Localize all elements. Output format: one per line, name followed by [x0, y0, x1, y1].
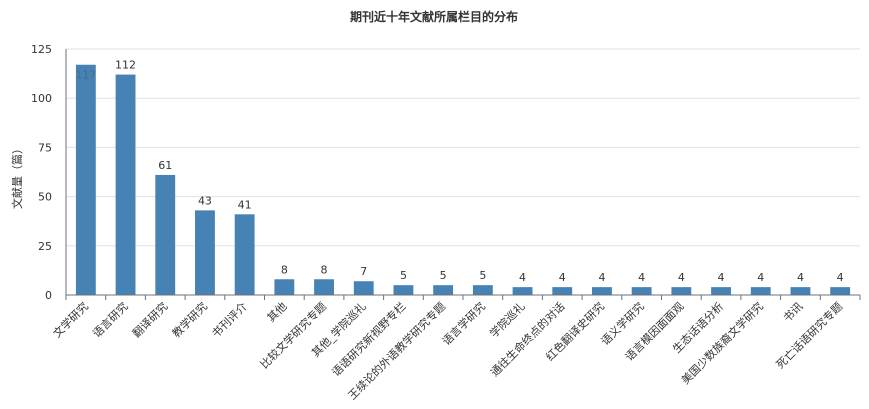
- bar-value-label: 5: [400, 269, 407, 282]
- bar: [472, 285, 493, 295]
- bar: [711, 287, 731, 295]
- x-category-label: 学院巡礼: [487, 299, 528, 340]
- chart-title: 期刊近十年文献所属栏目的分布: [350, 9, 518, 24]
- bar: [234, 214, 255, 295]
- bar: [393, 285, 414, 295]
- bar: [592, 287, 612, 295]
- bar: [433, 285, 454, 295]
- bar: [830, 287, 851, 295]
- bar: [115, 74, 136, 295]
- bar: [353, 281, 374, 295]
- bar-value-label: 8: [321, 263, 328, 276]
- y-tick-label: 0: [45, 289, 52, 302]
- bar-value-label: 4: [718, 271, 725, 284]
- x-category-label: 死亡话语研究专题: [773, 299, 845, 371]
- bar-value-label: 4: [638, 271, 645, 284]
- grid-lines: [66, 48, 860, 247]
- x-category-label: 语言研究: [90, 299, 131, 340]
- bars: [75, 64, 851, 295]
- bar: [671, 287, 692, 295]
- bar-value-label: 5: [440, 269, 447, 282]
- x-category-label: 翻译研究: [129, 299, 170, 340]
- y-tick-label: 100: [31, 92, 52, 105]
- bar-value-label: 4: [837, 271, 844, 284]
- bar-value-label: 8: [281, 263, 288, 276]
- axes: [65, 49, 861, 300]
- bar-value-label: 7: [360, 265, 367, 278]
- bar-value-label: 4: [559, 271, 566, 284]
- x-category-label: 书刊评介: [209, 300, 249, 340]
- x-category-label: 其他: [265, 300, 290, 325]
- bar: [274, 279, 295, 295]
- bar: [790, 287, 811, 295]
- x-category-label: 通往生命终点的对话: [487, 299, 567, 379]
- y-tick-label: 125: [31, 43, 52, 56]
- labels: 0255075100125117文学研究112语言研究61翻译研究43教学研究4…: [31, 43, 845, 402]
- bar: [750, 287, 771, 295]
- bar-value-label: 43: [198, 194, 212, 207]
- y-tick-label: 25: [38, 240, 52, 253]
- y-tick-label: 50: [38, 191, 52, 204]
- x-category-label: 教学研究: [169, 299, 210, 340]
- bar: [552, 287, 573, 295]
- x-category-label: 书讯: [781, 300, 806, 325]
- bar: [75, 64, 96, 295]
- bar-value-label: 4: [757, 271, 764, 284]
- bar-value-label: 4: [678, 271, 685, 284]
- bar: [512, 287, 533, 295]
- bar: [314, 279, 334, 295]
- x-category-label: 比较文学研究专题: [257, 299, 329, 371]
- bar-value-label: 4: [797, 271, 804, 284]
- bar-value-label: 4: [519, 271, 526, 284]
- bar: [155, 174, 176, 295]
- x-category-label: 语言学研究: [439, 299, 488, 348]
- x-category-label: 文学研究: [50, 299, 91, 340]
- y-axis-label: 文献量（篇）: [10, 143, 24, 209]
- y-tick-label: 75: [38, 141, 52, 154]
- bar: [631, 287, 652, 295]
- bar-value-label: 112: [115, 59, 136, 72]
- bar-value-label: 61: [158, 159, 172, 172]
- x-category-label: 语语研究新视野专栏: [329, 299, 409, 379]
- bar-value-label: 5: [479, 269, 486, 282]
- bar-value-label: 117: [75, 69, 96, 82]
- bar-value-label: 4: [598, 271, 605, 284]
- bar-value-label: 41: [238, 198, 252, 211]
- bar: [195, 210, 215, 295]
